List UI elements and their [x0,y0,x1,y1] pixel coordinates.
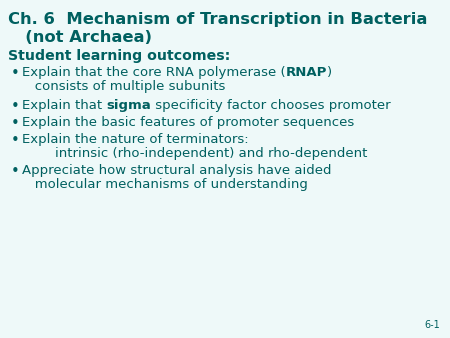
Text: RNAP: RNAP [286,66,327,79]
Text: •: • [11,99,20,114]
Text: sigma: sigma [106,99,151,112]
Text: •: • [11,133,20,148]
Text: Explain the nature of terminators:: Explain the nature of terminators: [22,133,248,146]
Text: Explain the basic features of promoter sequences: Explain the basic features of promoter s… [22,116,354,129]
Text: •: • [11,116,20,131]
Text: •: • [11,164,20,179]
Text: Appreciate how structural analysis have aided: Appreciate how structural analysis have … [22,164,332,177]
Text: ): ) [327,66,332,79]
Text: specificity factor chooses promoter: specificity factor chooses promoter [151,99,391,112]
Text: Student learning outcomes:: Student learning outcomes: [8,49,230,63]
Text: 6-1: 6-1 [424,320,440,330]
Text: (not Archaea): (not Archaea) [8,30,152,45]
Text: •: • [11,66,20,81]
Text: intrinsic (rho-independent) and rho-dependent: intrinsic (rho-independent) and rho-depe… [55,147,367,160]
Text: Explain that the core RNA polymerase (: Explain that the core RNA polymerase ( [22,66,286,79]
Text: Ch. 6  Mechanism of Transcription in Bacteria: Ch. 6 Mechanism of Transcription in Bact… [8,12,428,27]
Text: Explain that: Explain that [22,99,106,112]
Text: molecular mechanisms of understanding: molecular mechanisms of understanding [22,178,308,191]
Text: consists of multiple subunits: consists of multiple subunits [22,80,225,93]
